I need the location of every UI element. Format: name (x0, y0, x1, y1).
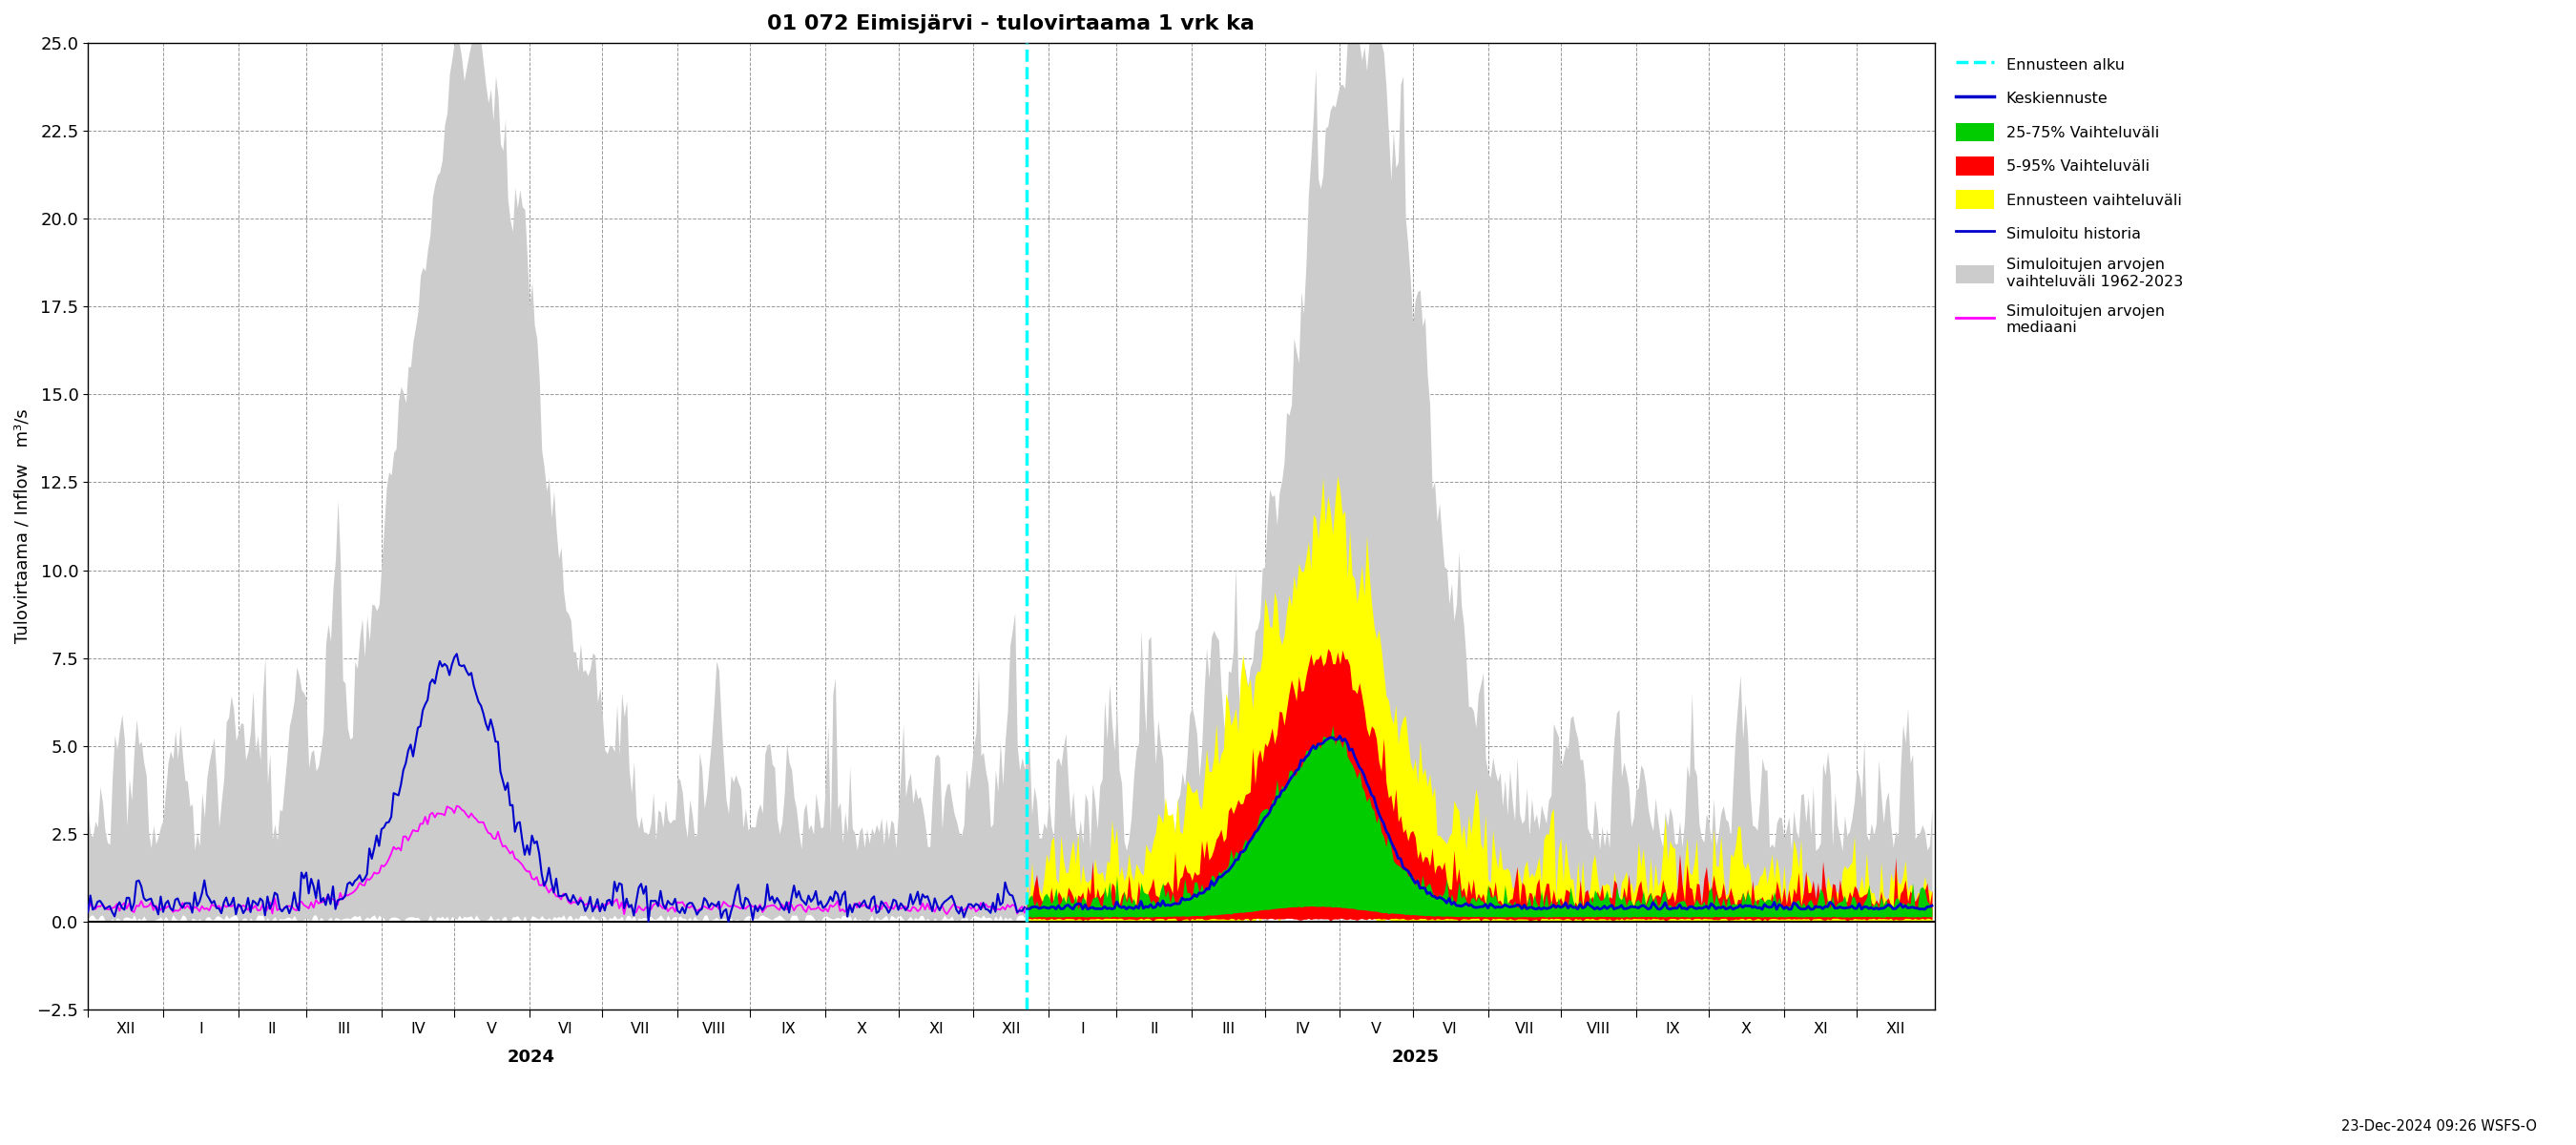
Text: IV: IV (410, 1021, 425, 1036)
Title: 01 072 Eimisjärvi - tulovirtaama 1 vrk ka: 01 072 Eimisjärvi - tulovirtaama 1 vrk k… (768, 14, 1255, 33)
Text: IX: IX (1664, 1021, 1680, 1036)
Text: V: V (487, 1021, 497, 1036)
Y-axis label: Tulovirtaama / Inflow   m³/s: Tulovirtaama / Inflow m³/s (15, 409, 31, 643)
Text: X: X (858, 1021, 868, 1036)
Text: V: V (1370, 1021, 1381, 1036)
Text: 2024: 2024 (507, 1048, 554, 1065)
Legend: Ennusteen alku, Keskiennuste, 25-75% Vaihteluväli, 5-95% Vaihteluväli, Ennusteen: Ennusteen alku, Keskiennuste, 25-75% Vai… (1950, 50, 2187, 340)
Text: VI: VI (559, 1021, 574, 1036)
Text: II: II (1149, 1021, 1159, 1036)
Text: XII: XII (1002, 1021, 1020, 1036)
Text: XII: XII (1886, 1021, 1906, 1036)
Text: IX: IX (781, 1021, 796, 1036)
Text: XI: XI (1814, 1021, 1829, 1036)
Text: IV: IV (1296, 1021, 1309, 1036)
Text: XII: XII (116, 1021, 137, 1036)
Text: I: I (198, 1021, 204, 1036)
Text: 23-Dec-2024 09:26 WSFS-O: 23-Dec-2024 09:26 WSFS-O (2342, 1120, 2537, 1134)
Text: VII: VII (631, 1021, 649, 1036)
Text: X: X (1741, 1021, 1752, 1036)
Text: I: I (1079, 1021, 1084, 1036)
Text: VIII: VIII (1587, 1021, 1610, 1036)
Text: VIII: VIII (701, 1021, 726, 1036)
Text: III: III (1221, 1021, 1234, 1036)
Text: VI: VI (1443, 1021, 1458, 1036)
Text: III: III (337, 1021, 350, 1036)
Text: 2025: 2025 (1391, 1048, 1440, 1065)
Text: II: II (268, 1021, 276, 1036)
Text: XI: XI (927, 1021, 943, 1036)
Text: VII: VII (1515, 1021, 1535, 1036)
